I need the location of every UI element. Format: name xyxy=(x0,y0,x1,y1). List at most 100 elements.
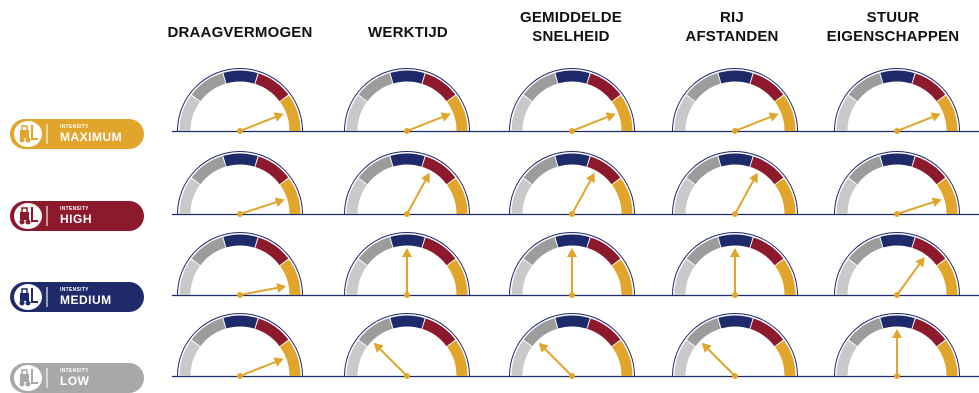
gauge-segment-navy xyxy=(880,153,915,167)
gauge-needle xyxy=(406,114,446,132)
gauge-pivot xyxy=(569,292,575,298)
gauge-segment-gray xyxy=(523,318,558,347)
gauge-segment-gray xyxy=(358,156,393,185)
gauge-segment-navy xyxy=(718,234,753,248)
gauge-segment-navy xyxy=(390,315,425,329)
gauge-rim xyxy=(509,151,635,215)
gauge-rim xyxy=(672,313,798,377)
gauge-pivot xyxy=(894,128,900,134)
gauge-needle xyxy=(239,359,279,377)
gauge-segment-gold xyxy=(611,259,633,296)
forklift-icon xyxy=(14,284,42,310)
gauge-segment-light-gray xyxy=(511,340,533,377)
gauge-segment-gold xyxy=(936,259,958,296)
gauge-segment-light-gray xyxy=(674,95,696,132)
gauge-rim xyxy=(509,232,635,296)
gauge-needle-head xyxy=(274,197,285,208)
gauge-rim xyxy=(509,68,635,132)
gauge-rim xyxy=(344,232,470,296)
gauge-segment-light-gray xyxy=(836,259,858,296)
intensity-level-label: HIGH xyxy=(60,212,92,226)
gauge-needle xyxy=(705,346,736,377)
column-header-gemiddelde-snelheid: GEMIDDELDE SNELHEID xyxy=(519,9,622,45)
gauge-needle-head xyxy=(402,248,412,257)
gauge-segment-red xyxy=(587,156,621,185)
gauge-needle-head xyxy=(701,342,712,353)
gauge-rim xyxy=(834,151,960,215)
gauge-segment-red xyxy=(912,156,946,185)
gauge-needle-head xyxy=(273,112,284,122)
intensity-level-label: MEDIUM xyxy=(60,293,112,307)
gauge-segment-navy xyxy=(390,234,425,248)
gauge-segment-red xyxy=(255,318,289,347)
intensity-label: INTENSITY xyxy=(60,287,89,293)
gauge-segment-navy xyxy=(223,234,258,248)
gauge-pivot xyxy=(237,211,243,217)
gauge-pivot xyxy=(569,373,575,379)
gauge-needle xyxy=(896,114,936,132)
gauge-segment-navy xyxy=(718,70,753,84)
gauge-segment-navy xyxy=(718,315,753,329)
gauge-segment-gray xyxy=(848,237,883,266)
gauge-needle xyxy=(571,177,593,215)
gauge-needle xyxy=(239,114,279,132)
gauge-segment-gold xyxy=(279,259,301,296)
gauge-segment-light-gray xyxy=(836,340,858,377)
gauge-segment-gray xyxy=(358,73,393,102)
gauge-segment-light-gray xyxy=(836,95,858,132)
gauge-segment-navy xyxy=(223,153,258,167)
gauge-rim xyxy=(177,151,303,215)
gauge-pivot xyxy=(569,211,575,217)
gauge-segment-red xyxy=(750,318,784,347)
gauge-segment-navy xyxy=(880,70,915,84)
gauge-segment-gray xyxy=(848,318,883,347)
gauge-segment-gold xyxy=(936,178,958,215)
gauge-needle-head xyxy=(420,172,430,184)
gauge-segment-light-gray xyxy=(511,95,533,132)
gauge-segment-gray xyxy=(523,73,558,102)
gauge-segment-gold xyxy=(279,178,301,215)
gauge-segment-gold xyxy=(446,340,468,377)
gauge-segment-red xyxy=(587,318,621,347)
gauge-segment-navy xyxy=(718,153,753,167)
gauge-segment-light-gray xyxy=(179,259,201,296)
badge-divider xyxy=(46,368,48,388)
gauge-needle xyxy=(377,346,408,377)
badge-divider xyxy=(46,124,48,144)
gauge-needle xyxy=(734,177,756,215)
badge-divider xyxy=(46,287,48,307)
gauge-pivot xyxy=(894,373,900,379)
intensity-label: INTENSITY xyxy=(60,124,89,130)
gauge-segment-gold xyxy=(446,259,468,296)
gauge-needle xyxy=(896,261,922,296)
gauge-segment-red xyxy=(912,237,946,266)
gauge-pivot xyxy=(732,292,738,298)
intensity-label: INTENSITY xyxy=(60,368,89,374)
gauge-segment-navy xyxy=(880,315,915,329)
gauge-segment-navy xyxy=(390,70,425,84)
gauge-needle-head xyxy=(373,342,384,353)
gauge-needle-head xyxy=(273,357,284,367)
gauge-needle-head xyxy=(567,248,577,257)
gauge-segment-gold xyxy=(611,340,633,377)
gauge-segment-navy xyxy=(555,234,590,248)
gauge-segment-red xyxy=(750,237,784,266)
gauge-rim xyxy=(177,232,303,296)
gauge-needle-head xyxy=(605,112,616,122)
gauge-segment-gray xyxy=(686,237,721,266)
gauge-segment-red xyxy=(255,156,289,185)
intensity-badge-maximum: INTENSITY MAXIMUM xyxy=(10,119,144,149)
gauge-needle-head xyxy=(892,329,902,338)
gauge-rim xyxy=(344,68,470,132)
gauge-needle xyxy=(239,286,281,296)
gauge-segment-red xyxy=(587,73,621,102)
gauge-rim xyxy=(834,232,960,296)
gauge-segment-light-gray xyxy=(511,259,533,296)
column-header-draagvermogen: DRAAGVERMOGEN xyxy=(167,24,313,41)
gauge-needle xyxy=(571,114,611,132)
gauge-needle-head xyxy=(730,248,740,257)
gauge-pivot xyxy=(732,128,738,134)
intensity-badge-medium: INTENSITY MEDIUM xyxy=(10,282,144,312)
